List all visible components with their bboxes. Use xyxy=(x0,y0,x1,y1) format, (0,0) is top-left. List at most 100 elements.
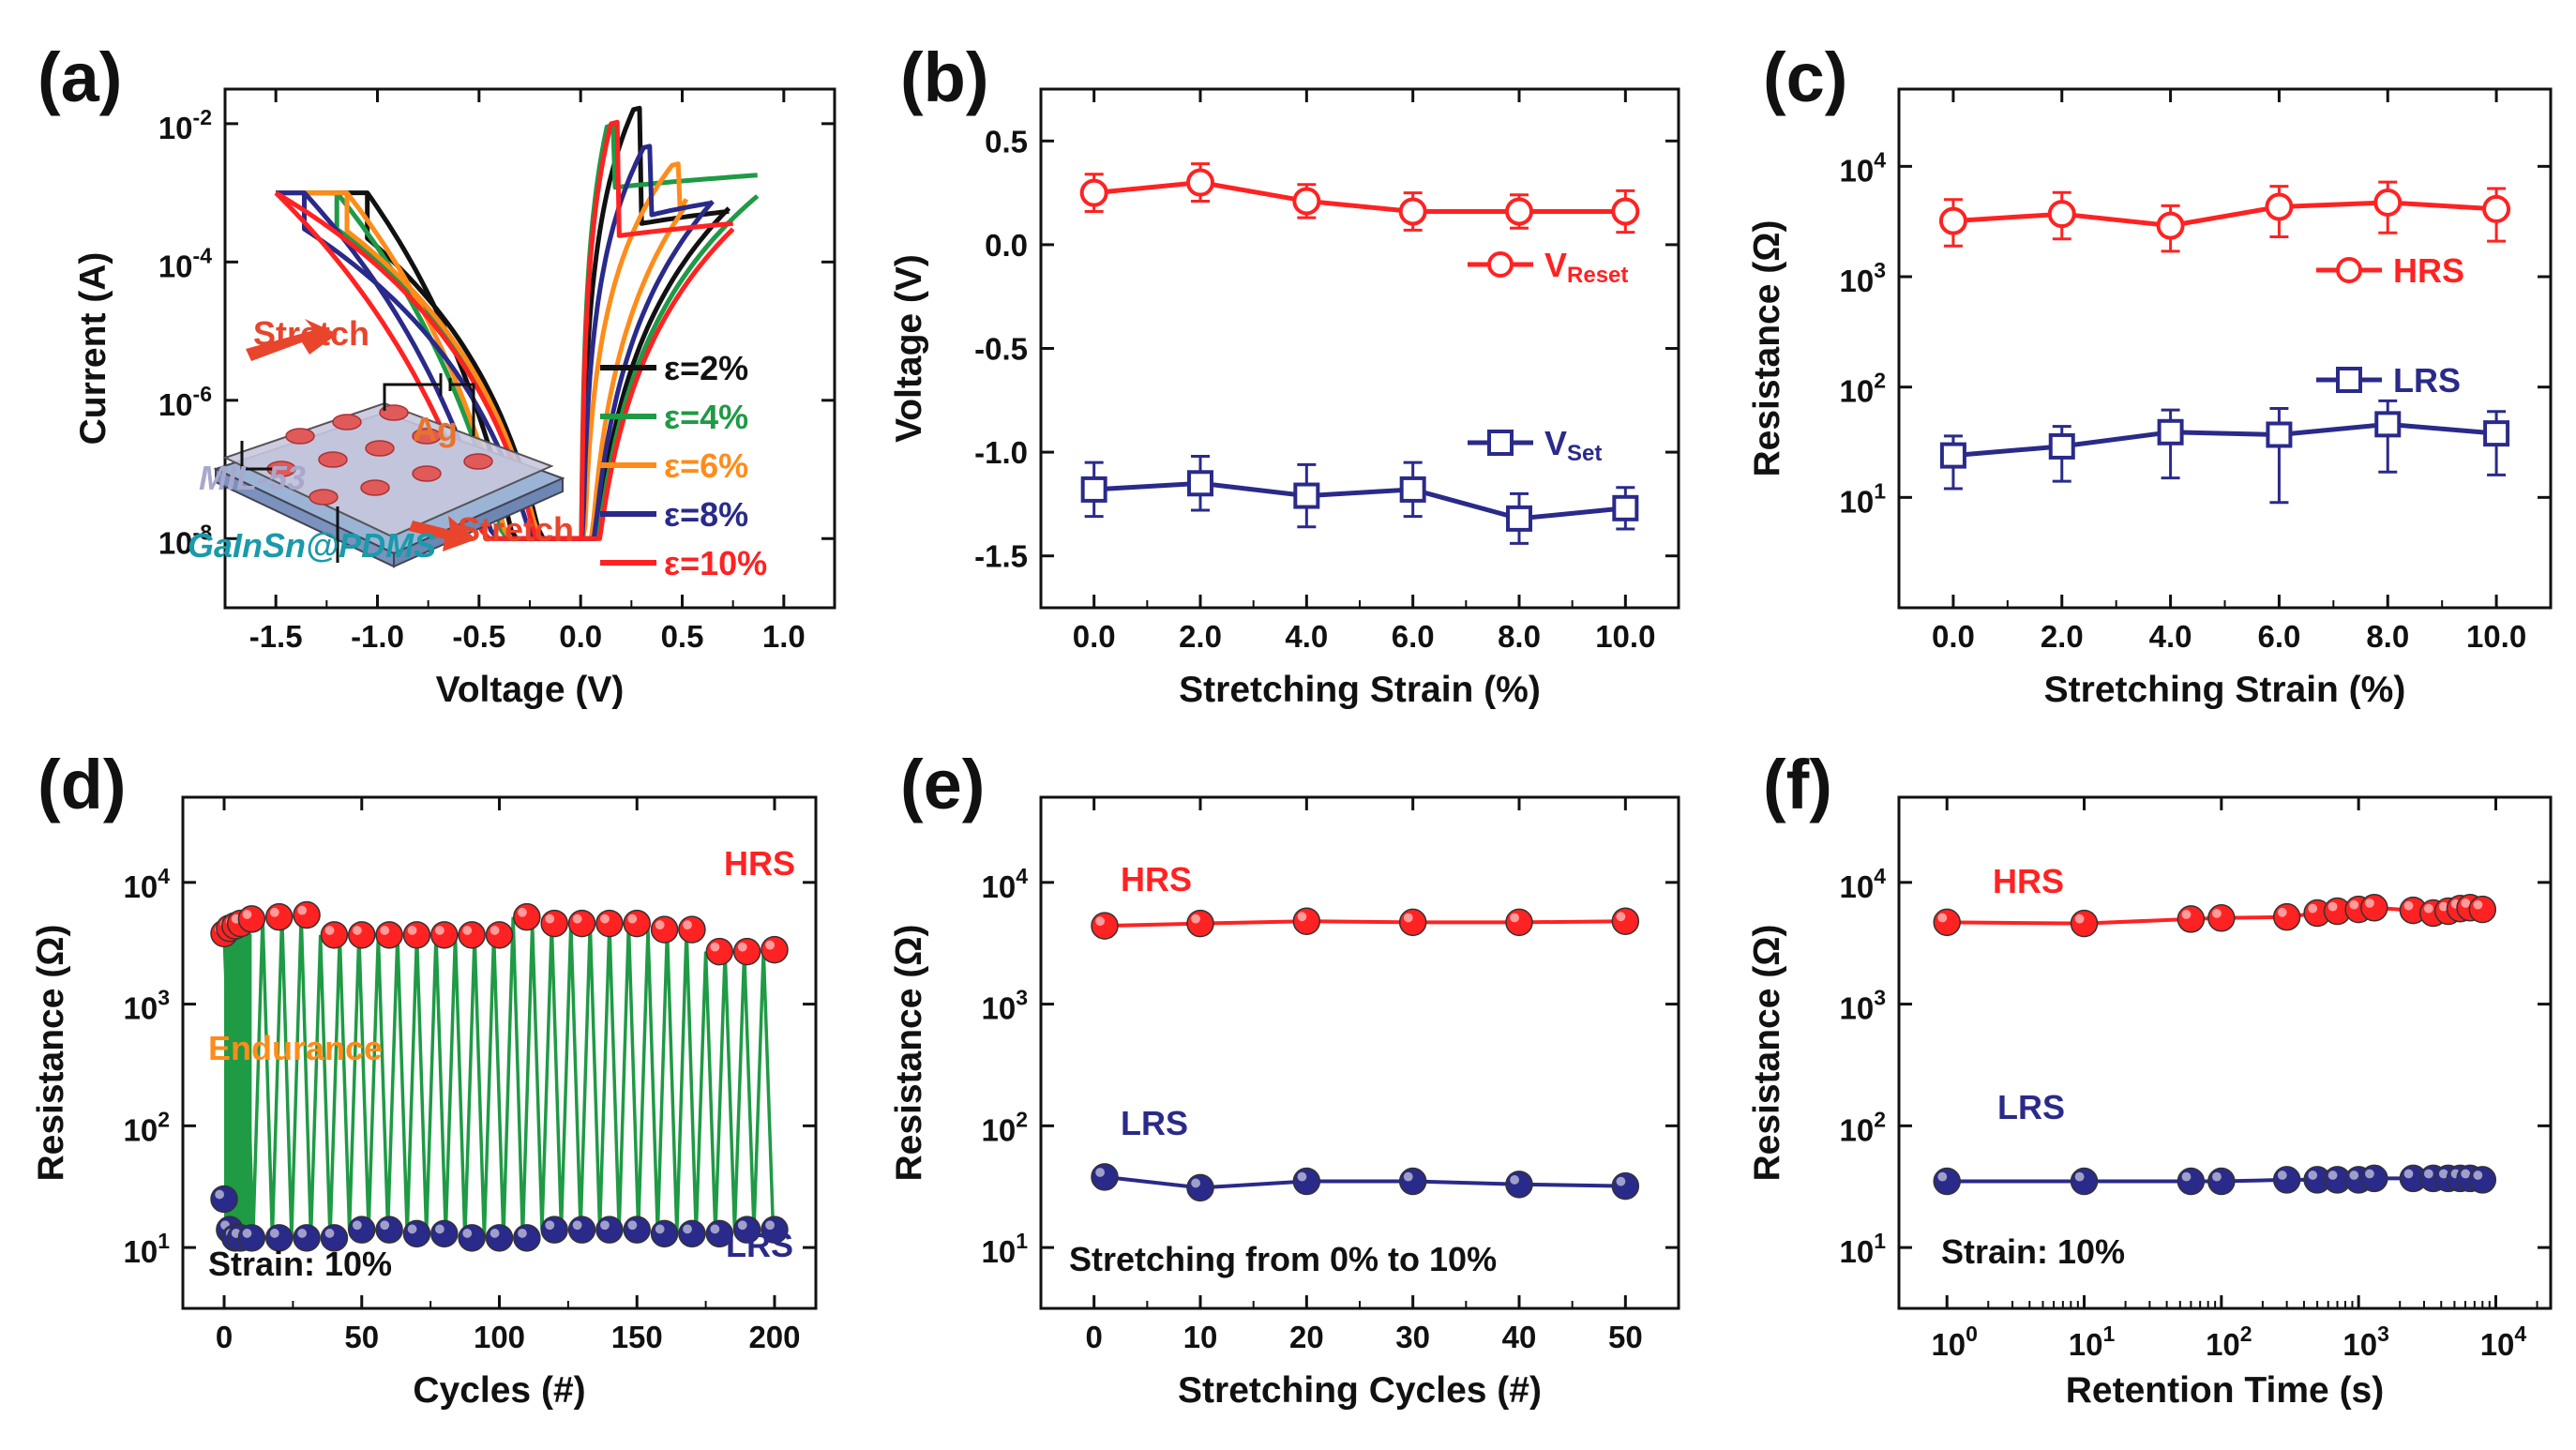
x-tick-label: 0.0 xyxy=(1932,619,1975,654)
lrs-point xyxy=(2070,1167,2099,1196)
x-tick-label: 10.0 xyxy=(1595,619,1655,654)
x-tick-label: 100 xyxy=(1931,1322,1978,1362)
lrs-point-highlight xyxy=(462,1229,473,1238)
hrs-point-highlight xyxy=(2349,899,2359,910)
lrs-point-highlight xyxy=(407,1224,417,1234)
lrs-point xyxy=(650,1219,679,1248)
lrs-point xyxy=(2207,1167,2236,1196)
hrs-point-highlight xyxy=(380,926,390,935)
data-point xyxy=(1611,197,1640,226)
galinsn-label: GaInSn@PDMS xyxy=(188,526,436,565)
y-tick-label-exp: 3 xyxy=(1874,986,1886,1010)
y-tick-label-base: 10 xyxy=(1839,153,1874,188)
ag-electrode-6 xyxy=(365,440,395,457)
x-tick-label-exp: 4 xyxy=(2514,1322,2526,1346)
legend-main: V xyxy=(1544,246,1567,284)
x-tick-label-base: 10 xyxy=(2069,1327,2103,1362)
y-tick-label: 102 xyxy=(123,1107,170,1147)
x-tick-label: 103 xyxy=(2343,1322,2389,1362)
panel-label: (c) xyxy=(1763,38,1847,116)
y-tick-label: 102 xyxy=(1839,369,1886,409)
y-tick-label-exp: -8 xyxy=(193,520,213,544)
series-line-v xyxy=(1093,480,1626,521)
y-tick-label: 103 xyxy=(1839,986,1886,1026)
lrs-point xyxy=(1505,1171,1533,1199)
lrs-point xyxy=(458,1224,486,1252)
x-tick-label: 30 xyxy=(1395,1320,1430,1354)
ag-electrode-7 xyxy=(412,428,442,445)
y-tick-label-base: 10 xyxy=(981,1112,1016,1147)
legend-sub: Reset xyxy=(1567,263,1628,288)
y-tick-label: 104 xyxy=(123,864,170,904)
y-tick-label-exp: -6 xyxy=(193,382,212,406)
hrs-point-highlight xyxy=(2423,903,2433,914)
hrs-annotation: HRS xyxy=(1121,860,1192,899)
x-tick-label: 4.0 xyxy=(2149,619,2192,654)
legend-marker-1 xyxy=(1487,430,1514,456)
lrs-point xyxy=(2468,1166,2497,1194)
hrs-point xyxy=(623,909,651,938)
series-line-lrs xyxy=(1952,421,2497,459)
hrs-point-highlight xyxy=(1510,913,1519,923)
hrs-point-highlight xyxy=(683,920,692,930)
y-tick-label-base: 10 xyxy=(981,869,1016,904)
data-point xyxy=(1505,197,1533,226)
hrs-point xyxy=(761,935,789,964)
hrs-point xyxy=(1611,907,1640,935)
x-tick-label: 0.0 xyxy=(559,619,602,654)
lrs-point-highlight xyxy=(242,1229,252,1238)
hrs-point-highlight xyxy=(2181,910,2192,919)
hrs-point-highlight xyxy=(1095,916,1105,927)
lrs-point xyxy=(2177,1167,2206,1196)
strain-annotation: Strain: 10% xyxy=(1941,1232,2125,1271)
hrs-point xyxy=(1398,908,1427,937)
lrs-annotation: LRS xyxy=(726,1226,793,1264)
hrs-point xyxy=(375,921,403,949)
x-tick-label: 40 xyxy=(1502,1320,1537,1354)
data-point xyxy=(1938,206,1967,235)
lrs-point xyxy=(1091,1163,1119,1191)
hrs-point xyxy=(567,909,596,938)
ag-label: Ag xyxy=(413,410,458,448)
panel-a: -1.5 -1.0 -0.5 0.0 0.5 1.010-810-610-410-2Vol… xyxy=(38,38,836,710)
x-axis-label: Stretching Cycles (#) xyxy=(1178,1370,1542,1411)
lrs-point-highlight xyxy=(2423,1169,2433,1179)
hrs-point xyxy=(1091,912,1119,940)
x-tick-label: 6.0 xyxy=(2257,619,2300,654)
y-tick-label: -1.5 xyxy=(974,539,1028,574)
hrs-point xyxy=(237,905,266,933)
x-tick-label: 104 xyxy=(2480,1322,2527,1362)
x-tick-label-base: 10 xyxy=(2343,1327,2377,1362)
lrs-point xyxy=(348,1216,376,1244)
lrs-point-highlight xyxy=(2473,1171,2483,1180)
lrs-point xyxy=(595,1216,624,1244)
lrs-annotation: LRS xyxy=(1997,1088,2065,1126)
lrs-point-highlight xyxy=(1095,1168,1105,1177)
x-tick-label-base: 10 xyxy=(1931,1327,1966,1362)
lrs-point-highlight xyxy=(655,1224,665,1234)
hrs-point-highlight xyxy=(710,942,720,952)
y-tick-label-exp: 1 xyxy=(1874,478,1886,503)
y-tick-label: -0.5 xyxy=(974,332,1028,367)
y-tick-label: 102 xyxy=(1839,1107,1886,1147)
y-tick-label-base: 10 xyxy=(123,991,158,1026)
lrs-point-highlight xyxy=(737,1220,747,1231)
panel-label: (b) xyxy=(900,38,989,116)
plot-frame xyxy=(1897,87,2553,610)
ag-electrode-1 xyxy=(285,428,315,445)
y-tick-label-exp: 4 xyxy=(1016,864,1028,888)
lrs-point-highlight xyxy=(1616,1176,1626,1186)
y-tick-label-exp: 3 xyxy=(1874,258,1886,282)
hrs-point xyxy=(705,937,734,966)
y-tick-label-exp: 2 xyxy=(1016,1107,1028,1131)
x-tick-label: 1.0 xyxy=(762,619,806,654)
x-tick-label: 10.0 xyxy=(2466,619,2526,654)
x-tick-label: 8.0 xyxy=(2366,619,2409,654)
hrs-point-highlight xyxy=(2327,901,2338,912)
lrs-point xyxy=(1398,1167,1427,1196)
hrs-point-highlight xyxy=(737,942,747,952)
y-tick-label-exp: 1 xyxy=(1016,1229,1028,1253)
x-tick-label-exp: 0 xyxy=(1966,1322,1978,1346)
lrs-annotation: LRS xyxy=(1121,1104,1188,1142)
y-tick-label: -1.0 xyxy=(974,435,1028,470)
